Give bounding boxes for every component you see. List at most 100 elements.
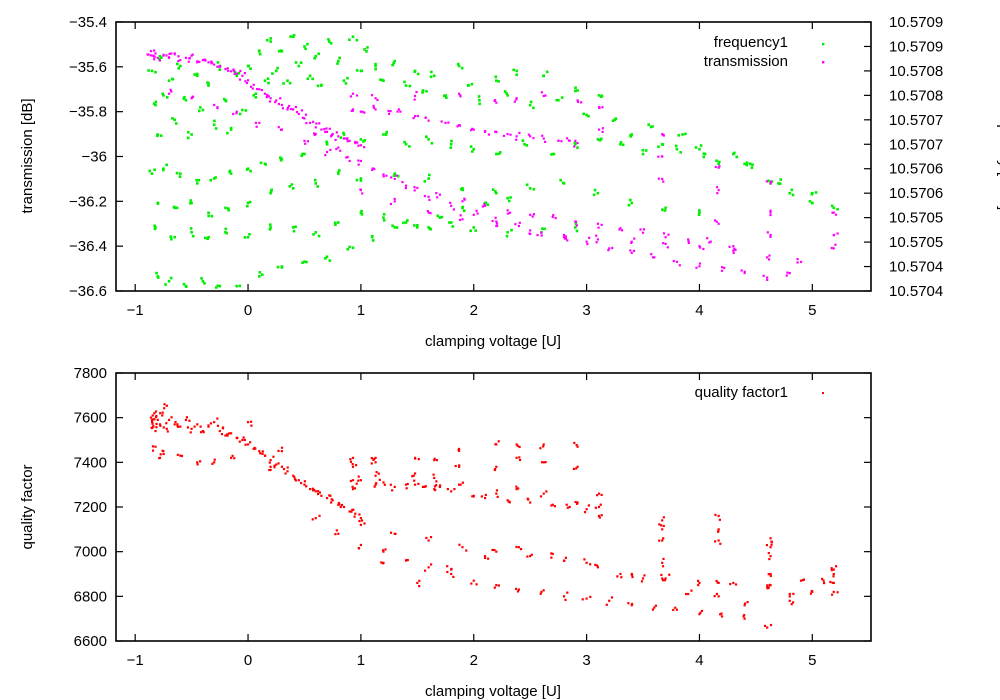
data-point-frequency1: [351, 246, 355, 250]
data-point-quality-factor1: [662, 524, 665, 528]
data-point-frequency1: [651, 125, 654, 128]
data-point-transmission: [244, 80, 247, 83]
data-point-transmission: [662, 232, 666, 235]
data-point-frequency1: [750, 166, 754, 170]
data-point-quality-factor1: [193, 425, 196, 428]
data-point-quality-factor1: [450, 567, 453, 571]
data-point-frequency1: [169, 235, 173, 238]
data-point-frequency1: [460, 187, 463, 191]
data-point-frequency1: [325, 140, 328, 144]
data-point-frequency1: [432, 74, 436, 78]
data-point-transmission: [532, 136, 535, 140]
data-point-quality-factor1: [564, 598, 567, 601]
data-point-quality-factor1: [600, 493, 603, 496]
data-point-transmission: [585, 240, 588, 243]
data-point-transmission: [769, 213, 772, 217]
data-point-frequency1: [153, 224, 156, 228]
data-point-quality-factor1: [216, 424, 220, 427]
data-point-frequency1: [270, 188, 273, 192]
data-point-transmission: [458, 124, 461, 127]
data-point-transmission: [574, 139, 577, 142]
data-point-transmission: [662, 242, 665, 245]
data-point-quality-factor1: [320, 494, 323, 497]
data-point-transmission: [832, 234, 836, 237]
data-point-quality-factor1: [423, 569, 427, 572]
data-point-frequency1: [337, 169, 341, 172]
data-point-quality-factor1: [661, 519, 664, 522]
data-point-quality-factor1: [530, 553, 533, 556]
data-point-transmission: [268, 100, 272, 103]
data-point-quality-factor1: [576, 501, 579, 504]
data-point-frequency1: [224, 99, 228, 103]
data-point-transmission: [226, 67, 229, 70]
data-point-quality-factor1: [484, 493, 487, 497]
data-point-frequency1: [715, 159, 718, 163]
data-point-frequency1: [158, 58, 161, 61]
data-point-frequency1: [597, 94, 601, 97]
data-point-quality-factor1: [575, 443, 578, 447]
data-point-quality-factor1: [767, 573, 770, 576]
data-point-quality-factor1: [186, 426, 190, 429]
data-point-transmission: [450, 204, 453, 207]
data-point-frequency1: [393, 226, 397, 229]
data-point-quality-factor1: [425, 536, 428, 540]
data-point-transmission: [586, 242, 589, 246]
data-point-quality-factor1: [280, 465, 283, 468]
data-point-transmission: [554, 216, 557, 220]
data-point-transmission: [416, 114, 419, 118]
data-point-quality-factor1: [335, 529, 338, 532]
y-tick-label: 7600: [74, 410, 107, 427]
data-point-transmission: [728, 245, 731, 248]
data-point-quality-factor1: [583, 558, 586, 561]
data-point-frequency1: [427, 138, 430, 141]
data-point-quality-factor1: [213, 458, 216, 461]
data-point-frequency1: [576, 89, 579, 92]
data-point-frequency1: [393, 59, 397, 63]
data-point-frequency1: [494, 190, 497, 193]
data-point-quality-factor1: [418, 579, 421, 582]
data-point-quality-factor1: [551, 503, 554, 506]
data-point-quality-factor1: [330, 498, 333, 501]
data-point-transmission: [274, 100, 277, 104]
y2-tick-label: 10.5707: [889, 136, 943, 153]
bottom-ticks-layer: −1 0 1 2 3 4 5 7800 7600 7400 7200 7000 6800 6600: [74, 365, 871, 669]
data-point-transmission: [543, 140, 547, 144]
data-point-quality-factor1: [716, 581, 719, 584]
data-point-transmission: [459, 95, 462, 98]
data-point-transmission: [156, 56, 159, 59]
data-point-transmission: [529, 213, 532, 216]
legend-marker-transmission: [822, 61, 825, 64]
data-point-frequency1: [573, 141, 577, 145]
data-point-quality-factor1: [541, 461, 544, 464]
data-point-quality-factor1: [542, 492, 545, 495]
data-point-quality-factor1: [545, 490, 548, 493]
data-point-quality-factor1: [155, 426, 158, 429]
data-point-frequency1: [224, 227, 228, 231]
data-point-transmission: [288, 104, 291, 108]
data-point-frequency1: [596, 138, 600, 141]
data-point-frequency1: [160, 56, 163, 59]
data-point-frequency1: [486, 203, 490, 207]
data-point-frequency1: [209, 178, 213, 182]
data-point-transmission: [632, 249, 636, 252]
data-point-frequency1: [156, 201, 160, 205]
data-point-frequency1: [611, 119, 615, 123]
data-point-transmission: [187, 60, 190, 63]
data-point-transmission: [463, 197, 466, 200]
data-point-quality-factor1: [261, 452, 264, 456]
data-point-frequency1: [183, 95, 186, 99]
data-point-quality-factor1: [446, 565, 449, 568]
data-point-transmission: [470, 129, 473, 132]
data-point-frequency1: [328, 259, 332, 262]
data-point-frequency1: [248, 232, 251, 236]
data-point-quality-factor1: [358, 513, 361, 516]
data-point-transmission: [279, 97, 282, 100]
data-point-quality-factor1: [457, 483, 461, 486]
data-point-frequency1: [751, 163, 754, 167]
data-point-transmission: [213, 63, 216, 66]
data-point-quality-factor1: [293, 478, 297, 481]
data-point-frequency1: [698, 211, 701, 215]
data-point-transmission: [235, 112, 238, 115]
data-point-transmission: [335, 131, 338, 134]
